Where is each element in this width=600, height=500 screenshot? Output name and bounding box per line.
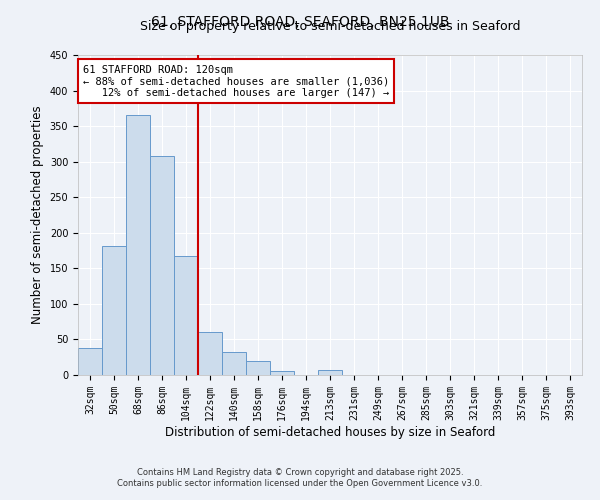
Bar	[174, 256, 198, 375]
Bar	[78, 348, 102, 375]
Text: 61 STAFFORD ROAD: 120sqm
← 88% of semi-detached houses are smaller (1,036)
   12: 61 STAFFORD ROAD: 120sqm ← 88% of semi-d…	[83, 64, 389, 98]
Text: 61, STAFFORD ROAD, SEAFORD, BN25 1UB: 61, STAFFORD ROAD, SEAFORD, BN25 1UB	[151, 15, 449, 29]
Text: Contains HM Land Registry data © Crown copyright and database right 2025.
Contai: Contains HM Land Registry data © Crown c…	[118, 468, 482, 487]
Bar	[318, 370, 342, 375]
X-axis label: Distribution of semi-detached houses by size in Seaford: Distribution of semi-detached houses by …	[165, 426, 495, 438]
Bar	[270, 372, 294, 375]
Bar	[222, 352, 246, 375]
Bar	[246, 362, 270, 375]
Bar	[198, 332, 222, 375]
Title: Size of property relative to semi-detached houses in Seaford: Size of property relative to semi-detach…	[140, 20, 520, 33]
Y-axis label: Number of semi-detached properties: Number of semi-detached properties	[31, 106, 44, 324]
Bar	[150, 156, 174, 375]
Bar	[126, 116, 150, 375]
Bar	[102, 246, 126, 375]
